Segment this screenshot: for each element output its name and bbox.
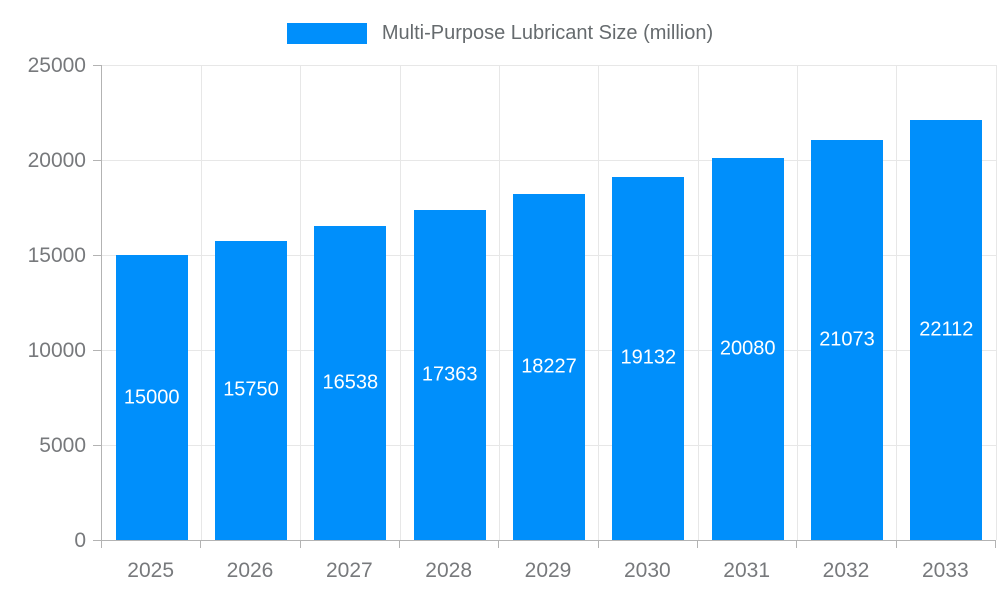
x-axis-label: 2025 <box>127 559 175 582</box>
x-axis-label: 2026 <box>226 559 274 582</box>
legend-item[interactable]: Multi-Purpose Lubricant Size (million) <box>286 21 714 45</box>
grid-line-vertical <box>697 65 699 540</box>
legend-label: Multi-Purpose Lubricant Size (million) <box>381 21 714 44</box>
bar[interactable]: 18227 <box>513 193 585 540</box>
grid-line-vertical <box>200 65 202 540</box>
x-axis-label: 2028 <box>425 559 473 582</box>
bar-value-label: 21073 <box>819 328 875 351</box>
x-axis-tick <box>399 541 400 548</box>
y-axis-tick <box>93 445 101 446</box>
y-axis-label: 20000 <box>27 149 86 172</box>
bar[interactable]: 16538 <box>314 225 387 540</box>
bar-value-label: 17363 <box>421 363 478 386</box>
x-axis-tick <box>697 541 698 548</box>
grid-line-horizontal <box>102 159 996 161</box>
y-axis-label: 25000 <box>27 54 86 77</box>
bar[interactable]: 21073 <box>811 139 883 540</box>
y-axis-label: 10000 <box>27 339 86 362</box>
y-axis-tick <box>93 350 101 351</box>
bar[interactable]: 20080 <box>711 158 784 540</box>
plot-area: 15000 15750 16538 17363 18227 19132 20080 21073… <box>101 64 997 541</box>
bar-value-label: 18227 <box>521 355 577 378</box>
bar-value-label: 16538 <box>322 371 379 394</box>
x-axis-tick <box>597 541 599 548</box>
x-axis-label: 2029 <box>524 559 572 582</box>
x-axis-tick <box>101 541 102 548</box>
bar-value-label: 15000 <box>123 386 180 408</box>
bar[interactable]: 15750 <box>215 240 287 540</box>
y-axis-label: 5000 <box>39 434 86 457</box>
grid-line-vertical <box>300 65 302 540</box>
grid-line-vertical <box>498 65 500 540</box>
grid-line-vertical <box>399 65 401 540</box>
x-axis-tick <box>299 541 301 548</box>
y-axis-tick <box>93 160 101 161</box>
chart-legend: Multi-Purpose Lubricant Size (million) <box>0 12 1000 54</box>
x-axis-label: 2031 <box>723 559 771 582</box>
bar-value-label: 22112 <box>919 318 974 341</box>
legend-swatch <box>286 22 367 44</box>
y-axis-label: 15000 <box>27 244 86 267</box>
y-axis-tick <box>93 65 101 66</box>
y-axis-tick <box>93 255 101 256</box>
x-axis-tick <box>995 541 996 548</box>
bar[interactable]: 15000 <box>115 255 188 540</box>
x-axis-label: 2033 <box>921 559 969 582</box>
x-axis-label: 2030 <box>623 559 671 582</box>
grid-line-vertical <box>598 65 600 540</box>
y-axis-label: 0 <box>74 529 86 552</box>
x-axis-label: 2027 <box>325 559 373 582</box>
x-axis-tick <box>498 541 500 548</box>
grid-line-vertical <box>796 65 798 540</box>
bar[interactable]: 19132 <box>612 176 685 540</box>
bar-value-label: 15750 <box>223 378 279 401</box>
grid-line-vertical <box>995 65 997 540</box>
bar[interactable]: 17363 <box>413 210 486 540</box>
bar-value-label: 19132 <box>620 346 677 369</box>
y-axis-tick <box>93 540 101 541</box>
x-axis-tick <box>895 541 897 548</box>
x-axis-tick <box>200 541 202 548</box>
grid-line-horizontal <box>102 64 996 66</box>
grid-line-vertical <box>896 65 898 540</box>
bar-value-label: 20080 <box>719 337 776 360</box>
x-axis-tick <box>796 541 798 548</box>
x-axis-label: 2032 <box>822 559 870 582</box>
bar[interactable]: 22112 <box>910 119 983 540</box>
